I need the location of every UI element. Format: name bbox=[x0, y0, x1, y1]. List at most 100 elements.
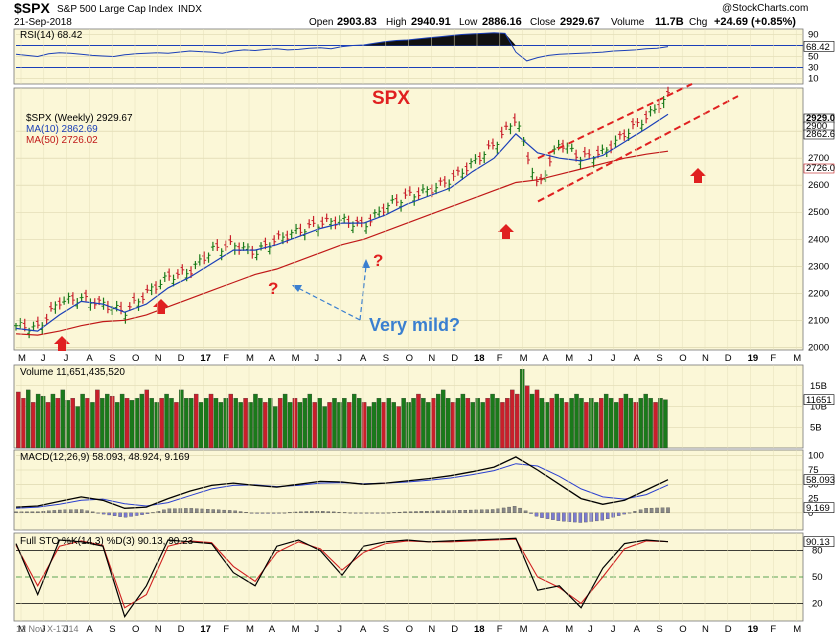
price-bar bbox=[372, 209, 377, 218]
volume-bar bbox=[144, 389, 150, 449]
price-label: 2929.0 bbox=[806, 113, 835, 124]
price-bar bbox=[617, 131, 622, 140]
macd-histogram-bar bbox=[534, 512, 539, 517]
price-bar bbox=[508, 123, 513, 135]
x-tick-label: M bbox=[520, 353, 528, 364]
macd-histogram-bar bbox=[649, 507, 654, 514]
x-tick-label-bottom: J bbox=[41, 624, 46, 635]
price-y-tick: 2600 bbox=[808, 180, 829, 191]
macd-histogram-bar bbox=[337, 511, 342, 514]
macd-histogram-bar bbox=[244, 512, 248, 514]
volume-bar bbox=[90, 402, 95, 449]
macd-histogram-bar bbox=[556, 512, 561, 521]
x-tick-label-bottom: S bbox=[109, 624, 115, 635]
volume-bar bbox=[80, 393, 85, 449]
macd-histogram-bar bbox=[189, 508, 194, 514]
volume-legend: Volume 11,651,435,520 bbox=[20, 367, 125, 378]
macd-histogram-bar bbox=[184, 508, 188, 514]
price-bar bbox=[364, 221, 369, 234]
x-tick-label: M bbox=[793, 353, 801, 364]
price-label: 2862.6 bbox=[806, 129, 835, 140]
price-bar bbox=[490, 138, 495, 150]
volume-bar bbox=[554, 393, 559, 449]
volume-bar bbox=[70, 398, 75, 449]
volume-bar bbox=[35, 393, 41, 449]
volume-bar bbox=[208, 393, 214, 449]
volume-bar bbox=[184, 398, 189, 449]
price-y-tick: 2300 bbox=[808, 261, 829, 272]
volume-bar bbox=[149, 398, 154, 449]
price-bar bbox=[70, 292, 75, 305]
price-bar bbox=[604, 147, 609, 158]
volume-bar bbox=[189, 398, 194, 449]
macd-histogram-bar bbox=[540, 512, 544, 518]
volume-bar bbox=[198, 402, 204, 449]
volume-bar bbox=[455, 398, 461, 449]
price-bar bbox=[530, 167, 535, 180]
rsi-overbought-fill bbox=[16, 32, 668, 46]
stochastic-d-line bbox=[15, 538, 669, 609]
macd-histogram-bar bbox=[271, 512, 276, 514]
price-bar bbox=[272, 235, 277, 247]
x-tick-label-bottom: M bbox=[793, 624, 801, 635]
macd-y-tick: 25 bbox=[808, 494, 819, 505]
x-tick-label-bottom: A bbox=[269, 624, 276, 635]
volume-bar bbox=[26, 389, 31, 449]
volume-bar bbox=[277, 398, 283, 449]
macd-histogram-bar bbox=[233, 510, 237, 514]
price-bar bbox=[127, 302, 132, 312]
x-tick-label-bottom: D bbox=[178, 624, 185, 635]
price-bar bbox=[574, 149, 579, 162]
open-label: Open bbox=[309, 17, 333, 28]
macd-histogram-bar bbox=[30, 511, 35, 514]
price-label-box bbox=[803, 163, 835, 174]
site-credit: @StockCharts.com bbox=[722, 3, 808, 14]
price-bar bbox=[241, 242, 246, 251]
macd-histogram-bar bbox=[441, 510, 446, 514]
volume-bar bbox=[594, 402, 599, 449]
rsi-y-tick: 50 bbox=[808, 52, 819, 63]
macd-histogram-bar bbox=[507, 506, 511, 514]
price-bar bbox=[276, 230, 281, 240]
stochastic-y-tick: 50 bbox=[812, 572, 823, 583]
macd-histogram-bar bbox=[332, 511, 336, 514]
price-bar bbox=[307, 219, 312, 229]
macd-histogram-bar bbox=[523, 510, 528, 514]
x-tick-label-bottom: J bbox=[337, 624, 342, 635]
x-tick-label-bottom: A bbox=[634, 624, 641, 635]
macd-histogram-bar bbox=[479, 509, 484, 514]
x-tick-label-bottom: N bbox=[155, 624, 162, 635]
chg-label: Chg bbox=[689, 17, 707, 28]
x-tick-label-bottom: M bbox=[565, 624, 573, 635]
volume-bar bbox=[584, 402, 589, 449]
price-bar bbox=[425, 186, 430, 197]
price-bar bbox=[569, 143, 574, 152]
high-value: 2940.91 bbox=[411, 16, 451, 28]
volume-bar bbox=[663, 399, 668, 449]
macd-histogram-bar bbox=[90, 511, 95, 514]
arrow-up-icon bbox=[498, 224, 514, 239]
volume-value: 11.7B bbox=[655, 16, 684, 28]
very-mild-label: Very mild? bbox=[369, 315, 460, 335]
price-bar bbox=[311, 215, 316, 227]
volume-bar bbox=[100, 398, 105, 449]
price-bar bbox=[57, 297, 62, 310]
volume-bar bbox=[337, 402, 342, 449]
volume-bar bbox=[327, 402, 332, 449]
stochastic-last-value: 90.13 bbox=[806, 537, 830, 548]
macd-histogram-bar bbox=[63, 509, 68, 514]
volume-bar bbox=[490, 393, 495, 449]
volume-bar bbox=[179, 389, 184, 449]
macd-histogram-bar bbox=[249, 512, 254, 514]
macd-histogram-bar bbox=[622, 512, 626, 515]
volume-y-tick: 5B bbox=[810, 422, 822, 433]
x-tick-label: M bbox=[246, 353, 254, 364]
x-tick-label-bottom: J bbox=[611, 624, 616, 635]
x-tick-label-bottom: 18 bbox=[474, 624, 485, 635]
price-bar bbox=[460, 168, 465, 180]
macd-y-tick: 0 bbox=[808, 508, 813, 519]
exchange: INDX bbox=[178, 4, 202, 15]
volume-label: Volume bbox=[611, 17, 645, 28]
close-label: Close bbox=[530, 17, 556, 28]
macd-histogram-bar bbox=[408, 511, 413, 514]
